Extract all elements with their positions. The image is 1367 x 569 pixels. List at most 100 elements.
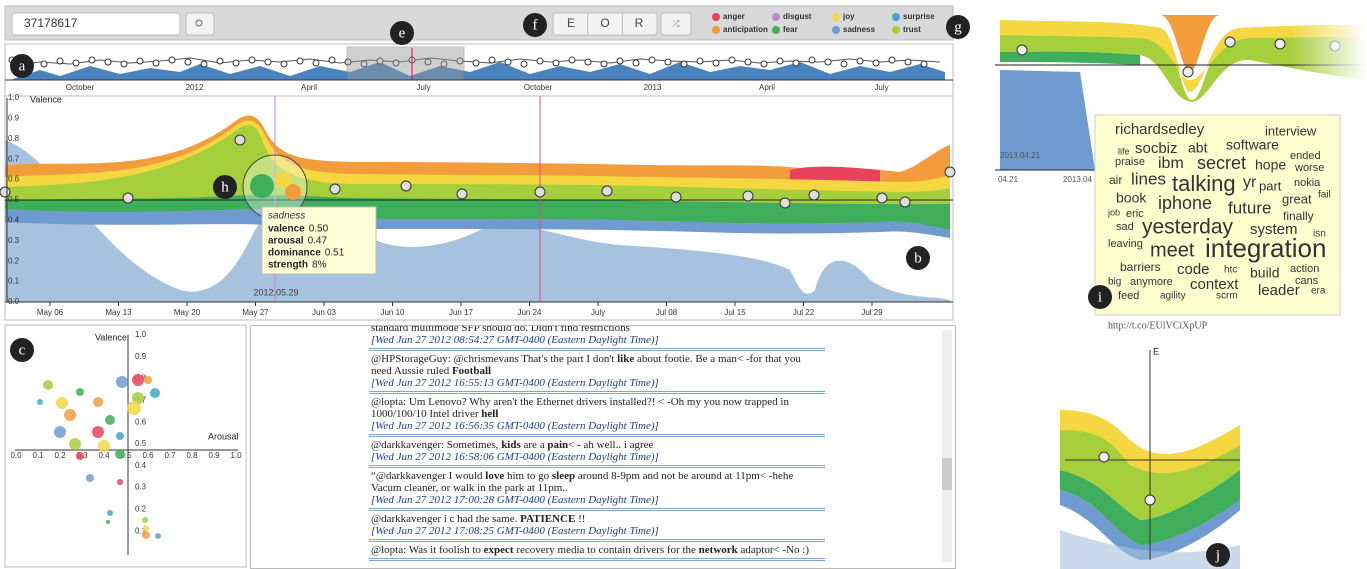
tooltip-key: arousal [268,236,304,247]
overview-dot [168,56,176,64]
cloud-word: leader [1258,282,1300,299]
overview-dot [520,60,528,68]
scatter-glyph [142,517,148,523]
overview-dot [488,56,496,64]
x-tick-label: May 27 [242,308,269,317]
brush-window[interactable] [346,46,465,81]
shuffle-button[interactable] [660,12,692,36]
x-tick-label: 0.1 [32,451,44,460]
x-tick-label: Jul 08 [656,308,678,317]
scatter-glyph [106,520,110,524]
cloud-word: richardsedley [1115,121,1205,138]
tooltip [261,206,377,275]
overview-label: April [759,83,775,92]
overview-dot [808,56,816,64]
tweet-list: standard multimode SFP should do. Didn't… [251,326,955,561]
event-dot [742,190,754,202]
toggle-button[interactable]: R [635,16,644,30]
search-icon [195,19,203,27]
cloud-word: integration [1205,233,1326,263]
tweet-text: “@darkkavenger I would [371,470,486,482]
legend-swatch [892,13,900,21]
cloud-word: meet [1150,239,1195,261]
tooltip-key: dominance [268,248,321,259]
scatter-glyph [142,531,150,539]
cloud-word: system [1250,221,1298,238]
cloud-word: yr [1243,174,1257,191]
callout-label: c [19,342,26,358]
overview-dot [184,58,192,66]
scrollbar[interactable] [942,330,952,562]
scatter-x-label: Arousal [208,431,239,441]
overview-dot [88,56,96,64]
cloud-word: praise [1115,156,1145,168]
legend-label: joy [842,12,855,21]
emotion-word: expect [483,544,514,556]
y-tick-label: 0.4 [135,461,147,470]
cloud-word: isn [1313,229,1326,240]
scatter-y-label: Valence [95,332,127,342]
scatter-glyph [98,440,110,452]
cloud-word: book [1116,190,1147,206]
tweet-text: adaptor< -No :) [737,544,810,556]
date-marker-label: 2012.05.29 [253,287,298,297]
search-button[interactable] [185,12,215,36]
tweet-text: recovery media to contain drivers for th… [513,544,699,556]
scroll-thumb[interactable] [942,458,952,490]
overview-dot [872,59,880,67]
x-tick-label: Jun 24 [517,308,542,317]
callout-label: g [954,19,962,35]
y-tick-label: 1.0 [135,330,147,339]
scatter-glyph [86,474,94,482]
x-tick-label: Jun 10 [380,308,405,317]
y-tick-label: 0.5 [8,195,20,204]
overview-dot [312,59,320,67]
tweet-text: him to go [504,470,552,482]
scatter-glyph [76,452,84,460]
toggle-button[interactable]: O [600,16,609,30]
lens-glyph [285,184,301,200]
overview-dot [360,60,368,68]
overview-dot [712,59,720,67]
x-tick-label: 0.2 [54,451,66,460]
callout [1206,543,1230,567]
overview-dot [648,56,656,64]
cloud-word: anymore [1130,276,1173,288]
tweet-text: @lopta: Um Lenovo? Why aren't the Ethern… [371,396,789,420]
y-tick-label: 0.3 [8,236,20,245]
emotion-word: hell [481,408,499,420]
emotion-word: network [698,544,738,556]
emotion-word: like [617,353,635,365]
cloud-word: agility [1160,291,1186,302]
cloud-word: ended [1290,150,1321,162]
emotion-word: pain [547,439,569,451]
tooltip-value: 0.50 [309,224,329,235]
tweet-time: [Wed Jun 27 2012 17:08:25 GMT-0400 (East… [371,525,659,537]
x-tick-label: 1.0 [230,451,242,460]
tooltip-value: 0.51 [325,248,345,259]
overview-label: 2012 [186,83,204,92]
scatter-glyph [117,479,123,485]
overview-dot [328,56,336,64]
overview-dot [696,57,704,65]
word-cloud-box [1094,114,1341,316]
overview-label: April [301,83,317,92]
legend-swatch [832,13,840,21]
x-tick-label: May 13 [105,308,132,317]
x-tick-label: Jul 29 [861,308,883,317]
tweet-panel: standard multimode SFP should do. Didn't… [250,325,956,569]
scatter-glyph [107,510,113,516]
cloud-word: talking [1172,171,1236,196]
cloud-word: leaving [1108,238,1143,250]
inset-label: 2013.04.21 [1000,151,1041,160]
cloud-word: era [1311,286,1326,297]
cloud-word: finally [1283,209,1314,223]
button-group [552,12,658,36]
legend-swatch [892,26,900,34]
tweet-text: @HPStorageGuy: @chrismevans That's the p… [371,353,618,365]
callout [1088,285,1112,309]
search-box[interactable] [11,12,181,36]
toggle-button[interactable]: E [567,16,575,30]
x-tick-label: Jun 03 [312,308,337,317]
legend-swatch [832,26,840,34]
